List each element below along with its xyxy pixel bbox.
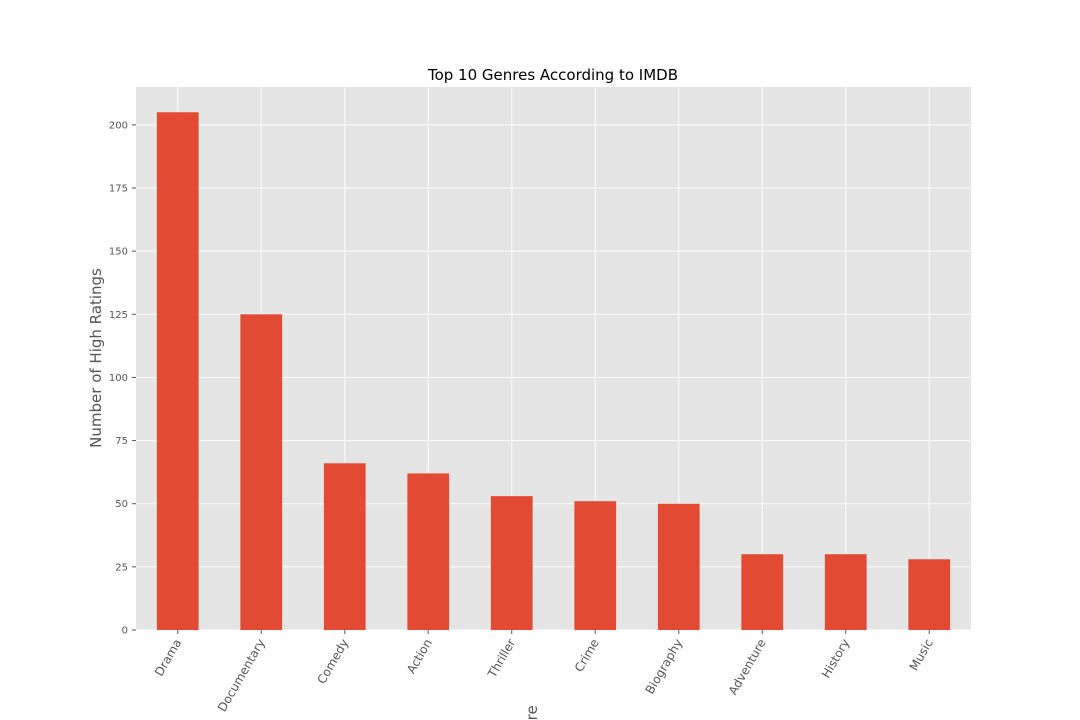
y-tick-label: 175 [109,184,128,195]
bar-thriller [490,496,533,630]
bar-biography [657,503,700,630]
x-tick-label: Adventure [726,637,769,698]
y-tick-label: 50 [115,499,128,510]
y-tick-label: 25 [115,562,128,573]
x-axis-label: Genre [523,705,541,720]
bar-adventure [741,554,784,630]
y-axis: 0 25 50 75 100 125 150 175 200 [109,120,136,637]
x-tick-label: Crime [572,637,602,675]
y-tick-label: 75 [115,436,128,447]
y-axis-label: Number of High Ratings [87,268,105,448]
chart-title: Top 10 Genres According to IMDB [427,66,678,84]
x-tick-label: Drama [152,637,184,679]
bar-comedy [323,463,366,630]
x-tick-label: Biography [643,637,686,697]
x-tick-label: Comedy [314,637,351,687]
y-tick-label: 200 [109,120,128,131]
y-tick-label: 0 [122,626,128,637]
y-tick-label: 125 [109,310,128,321]
bar-history [824,554,867,630]
bar-crime [574,501,617,630]
x-tick-label: Documentary [215,637,268,715]
y-tick-label: 150 [109,247,128,258]
x-tick-label: Music [907,637,936,674]
x-tick-label: History [819,637,852,681]
x-tick-label: Action [404,637,435,677]
bar-drama [156,112,199,631]
bar-action [407,473,450,630]
bars [156,112,951,631]
x-tick-label: Thriller [485,636,519,680]
x-axis: Drama Documentary Comedy Action Thriller Crim… [152,630,936,714]
y-tick-label: 100 [109,373,128,384]
bar-music [908,559,951,630]
bar-documentary [240,314,283,630]
